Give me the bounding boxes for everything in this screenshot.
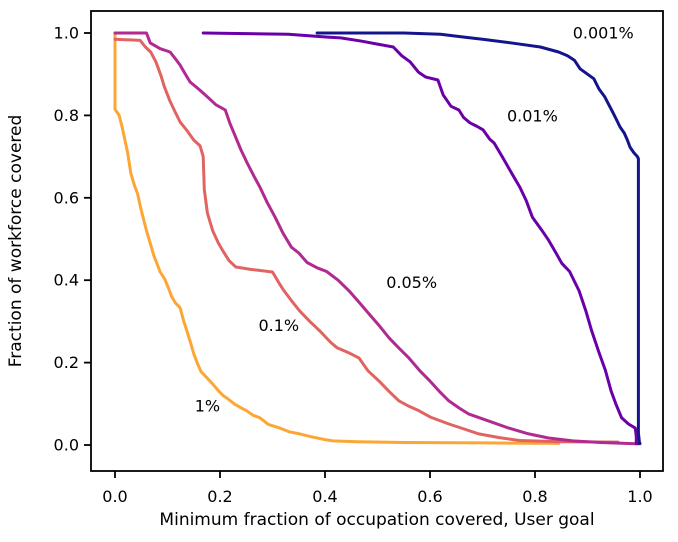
series-line-0.01% xyxy=(201,31,642,445)
series-label-0.01%: 0.01% xyxy=(507,107,558,126)
y-tick-label-1: 0.2 xyxy=(54,353,79,372)
series-label-0.001%: 0.001% xyxy=(573,24,634,43)
series-label-1%: 1% xyxy=(195,396,220,415)
series-label-0.05%: 0.05% xyxy=(386,273,437,292)
series-labels: 0.001% 0.01% 0.05% 0.1% 1% xyxy=(195,24,634,416)
x-tick-label-5: 1.0 xyxy=(627,487,652,506)
x-tick-label-1: 0.2 xyxy=(207,487,232,506)
y-tick-label-5: 1.0 xyxy=(54,24,79,43)
y-tick-label-4: 0.8 xyxy=(54,106,79,125)
y-axis-label: Fraction of workforce covered xyxy=(6,115,26,368)
x-tick-label-0: 0.0 xyxy=(102,487,127,506)
series-line-0.05% xyxy=(113,31,642,446)
x-tick-label-4: 0.8 xyxy=(522,487,547,506)
y-tick-label-3: 0.6 xyxy=(54,188,79,207)
x-tick-label-2: 0.4 xyxy=(312,487,337,506)
series-line-1% xyxy=(113,31,561,445)
x-tick-label-3: 0.6 xyxy=(417,487,442,506)
y-tick-label-0: 0.0 xyxy=(54,436,79,455)
series-lines xyxy=(113,31,642,446)
axis-ticks: 0.0 0.2 0.4 0.6 0.8 1.0 0.0 0.2 0.4 0.6 0.8 1.0 xyxy=(54,24,653,507)
series-line-0.1% xyxy=(113,37,620,444)
x-axis-label: Minimum fraction of occupation covered, … xyxy=(159,510,594,530)
y-tick-label-2: 0.4 xyxy=(54,271,79,290)
series-line-0.001% xyxy=(315,31,641,445)
series-label-0.1%: 0.1% xyxy=(258,316,299,335)
plot-area xyxy=(90,10,664,472)
